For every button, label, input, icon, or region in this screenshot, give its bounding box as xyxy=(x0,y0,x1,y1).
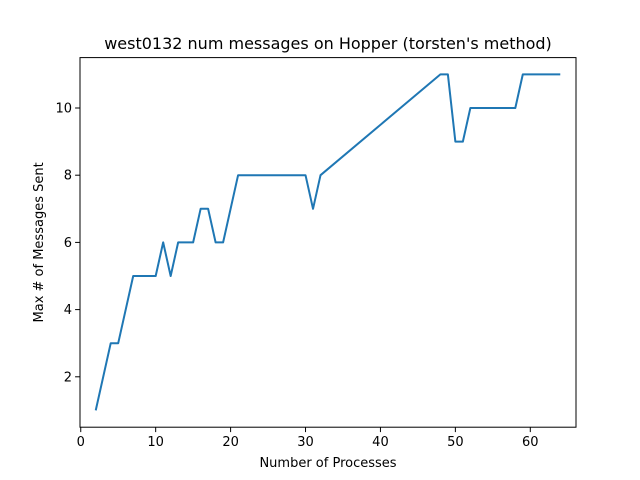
y-tick-label: 4 xyxy=(64,303,72,318)
y-tick-label: 8 xyxy=(64,169,72,184)
series-layer xyxy=(94,73,561,411)
x-axis-ticks: 0 10 20 30 40 50 60 xyxy=(77,427,539,450)
y-axis-label: Max # of Messages Sent xyxy=(32,162,47,322)
x-tick-label: 20 xyxy=(222,435,239,450)
x-tick-label: 0 xyxy=(77,435,85,450)
x-tick-label: 50 xyxy=(447,435,464,450)
y-tick-label: 6 xyxy=(64,236,72,251)
series-line-1 xyxy=(94,73,561,411)
chart-title: west0132 num messages on Hopper (torsten… xyxy=(104,34,552,53)
y-tick-label: 10 xyxy=(55,102,72,117)
x-tick-label: 10 xyxy=(147,435,164,450)
x-tick-label: 40 xyxy=(372,435,389,450)
x-tick-label: 30 xyxy=(297,435,314,450)
y-tick-label: 2 xyxy=(64,370,72,385)
x-axis-label: Number of Processes xyxy=(259,456,396,471)
y-axis-ticks: 2 4 6 8 10 xyxy=(55,102,80,385)
x-tick-label: 60 xyxy=(522,435,539,450)
